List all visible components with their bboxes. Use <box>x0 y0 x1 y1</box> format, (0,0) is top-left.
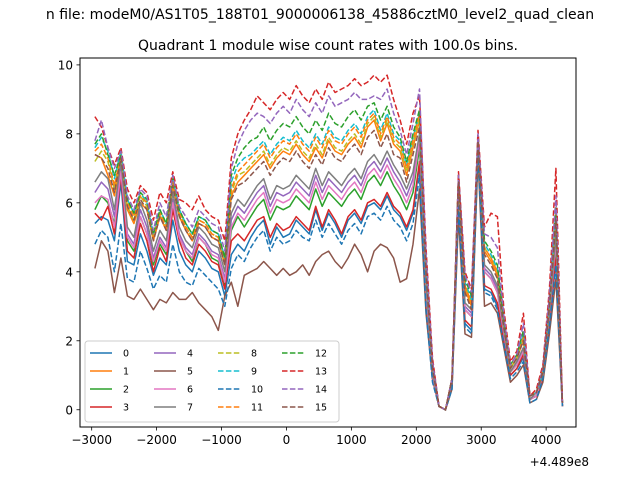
y-tick-label: 2 <box>65 334 73 348</box>
x-tick-label: −2000 <box>136 433 177 447</box>
legend-label-14: 14 <box>315 385 327 396</box>
legend-label-0: 0 <box>123 349 129 360</box>
legend-label-12: 12 <box>315 349 327 360</box>
legend-box <box>84 340 340 423</box>
x-tick-label: 4000 <box>531 433 562 447</box>
legend-label-2: 2 <box>123 385 129 396</box>
x-axis-offset-label: +4.489e8 <box>530 455 589 469</box>
series-line-5 <box>94 157 564 411</box>
legend-label-8: 8 <box>251 349 257 360</box>
legend-label-1: 1 <box>123 367 129 378</box>
series-line-15 <box>94 126 564 411</box>
series-line-3 <box>94 146 564 411</box>
x-tick-label: 0 <box>283 433 291 447</box>
legend-label-11: 11 <box>251 403 263 414</box>
axes-frame <box>79 57 577 428</box>
legend-label-13: 13 <box>315 367 327 378</box>
legend-label-6: 6 <box>187 385 193 396</box>
series-group <box>94 74 564 411</box>
series-line-6 <box>94 140 564 411</box>
legend-label-10: 10 <box>251 385 263 396</box>
x-tick-label: 3000 <box>466 433 497 447</box>
legend-label-5: 5 <box>187 367 193 378</box>
y-tick-label: 4 <box>65 265 73 279</box>
y-tick-label: 8 <box>65 127 73 141</box>
x-tick-label: 1000 <box>336 433 367 447</box>
y-tick-label: 10 <box>58 58 73 72</box>
plot-area <box>94 74 564 411</box>
legend-label-15: 15 <box>315 403 327 414</box>
chart-title: Quadrant 1 module wise count rates with … <box>138 38 518 54</box>
series-line-14 <box>94 88 564 411</box>
legend-label-7: 7 <box>187 403 193 414</box>
series-line-7 <box>94 133 564 411</box>
series-line-10 <box>94 150 564 411</box>
legend-label-4: 4 <box>187 349 193 360</box>
legend-label-3: 3 <box>123 403 129 414</box>
figure-suptitle: n file: modeM0/AS1T05_188T01_9000006138_… <box>46 7 594 23</box>
x-tick-label: 2000 <box>401 433 432 447</box>
y-tick-label: 0 <box>65 403 73 417</box>
y-tick-label: 6 <box>65 196 73 210</box>
legend-label-9: 9 <box>251 367 257 378</box>
x-tick-label: −1000 <box>201 433 242 447</box>
x-tick-label: −3000 <box>71 433 112 447</box>
